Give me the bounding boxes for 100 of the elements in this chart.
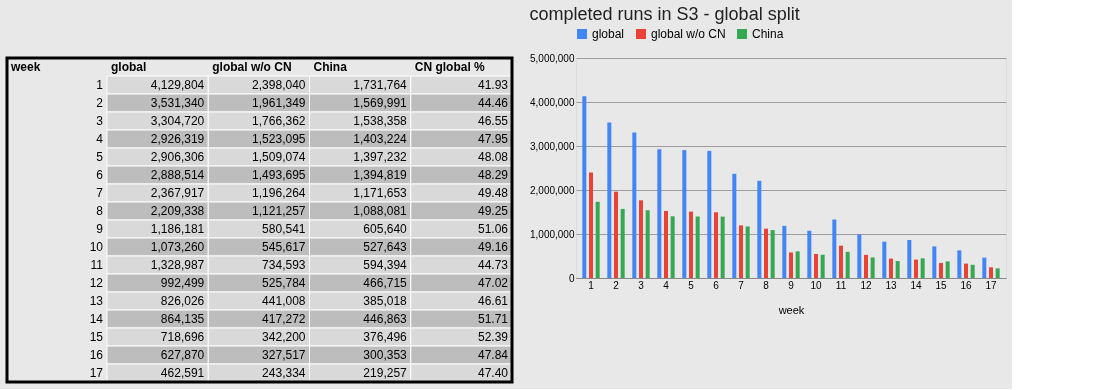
data-label: 46.55 <box>477 114 509 128</box>
bar <box>920 258 925 278</box>
x-tick-label: 11 <box>835 279 847 291</box>
y-tick-label: 5 <box>96 150 104 164</box>
data-label: 47.02 <box>477 276 509 290</box>
data-label: 1,397,232 <box>353 150 408 164</box>
y-tick-label: 1 <box>96 78 104 92</box>
x-tick-label: 15 <box>935 279 947 291</box>
bar <box>882 241 887 278</box>
data-label: 47.95 <box>477 132 509 146</box>
data-label: 41.93 <box>477 78 509 92</box>
x-tick-label: global w/o CN <box>212 60 292 74</box>
bar <box>607 122 612 278</box>
data-label: 545,617 <box>262 240 306 254</box>
data-label: 327,517 <box>262 348 306 362</box>
data-label: 1,328,987 <box>150 258 205 272</box>
bar <box>739 225 743 278</box>
bar <box>989 267 993 278</box>
bar <box>620 208 625 278</box>
data-label: 627,870 <box>160 348 205 362</box>
data-label: 2,906,306 <box>150 150 205 164</box>
data-label: 1,121,257 <box>252 204 306 218</box>
data-label: 580,541 <box>262 222 306 236</box>
bar <box>714 212 718 278</box>
bar <box>870 257 875 278</box>
y-tick-label: 4 <box>96 132 104 146</box>
data-label: 2,367,917 <box>150 186 205 200</box>
bar <box>664 210 668 278</box>
y-tick-label: 15 <box>89 330 104 344</box>
bar <box>589 172 593 278</box>
data-label: 48.08 <box>477 150 509 164</box>
bar <box>939 262 943 278</box>
bar <box>707 150 712 278</box>
y-tick-label: 10 <box>89 240 104 254</box>
bar <box>720 216 725 278</box>
y-tick-label: 4,000,000 <box>530 96 575 108</box>
bar <box>945 261 950 278</box>
bar <box>895 261 900 278</box>
bar <box>614 191 618 278</box>
y-tick-label: 3,000,000 <box>530 140 575 152</box>
data-label: 49.16 <box>477 240 509 254</box>
y-tick-label: 3 <box>96 114 104 128</box>
data-label: 1,493,695 <box>252 168 306 182</box>
data-label: 1,403,224 <box>353 132 408 146</box>
bar <box>657 149 662 278</box>
bar <box>639 200 643 278</box>
data-label: 446,863 <box>363 312 408 326</box>
legend-label: global <box>592 27 625 41</box>
x-tick-label: 16 <box>960 279 972 291</box>
data-label: 4,129,804 <box>150 78 205 92</box>
data-label: 1,523,095 <box>252 132 306 146</box>
y-tick-label: 16 <box>89 348 104 362</box>
data-label: 1,538,358 <box>353 114 408 128</box>
data-label: 243,334 <box>262 366 306 380</box>
bar <box>782 225 787 278</box>
x-tick-label: 14 <box>910 279 922 291</box>
data-label: 2,926,319 <box>150 132 205 146</box>
bar <box>689 211 693 278</box>
bar <box>864 254 868 278</box>
data-label: 1,394,819 <box>353 168 408 182</box>
bar <box>814 253 818 278</box>
bar <box>757 180 762 278</box>
y-tick-label: 1,000,000 <box>530 228 575 240</box>
data-label: 527,643 <box>363 240 408 254</box>
bar <box>982 257 987 278</box>
bar <box>670 216 675 278</box>
bar <box>632 132 637 278</box>
bar <box>957 250 962 278</box>
data-label: 219,257 <box>363 366 408 380</box>
bar <box>695 216 700 278</box>
x-tick-label: 5 <box>688 279 695 291</box>
bar <box>839 245 843 278</box>
data-label: 3,531,340 <box>150 96 205 110</box>
x-tick-label: 6 <box>713 279 720 291</box>
data-label: 1,509,074 <box>252 150 306 164</box>
bar <box>807 230 812 278</box>
data-label: 300,353 <box>363 348 408 362</box>
x-tick-label: 4 <box>663 279 670 291</box>
data-label: 1,073,260 <box>150 240 205 254</box>
bar <box>845 251 850 278</box>
x-tick-label: 7 <box>738 279 745 291</box>
data-label: 48.29 <box>477 168 509 182</box>
y-tick-label: 5,000,000 <box>530 52 575 64</box>
data-label: 44.73 <box>477 258 509 272</box>
x-tick-label: 8 <box>763 279 770 291</box>
bar <box>582 96 587 278</box>
data-label: 1,766,362 <box>252 114 306 128</box>
x-tick-label: 12 <box>860 279 872 291</box>
bar <box>732 173 737 278</box>
x-tick-label: 13 <box>885 279 897 291</box>
y-tick-label: 17 <box>89 366 104 380</box>
data-label: 49.25 <box>477 204 509 218</box>
bar <box>764 228 768 278</box>
data-label: 342,200 <box>262 330 306 344</box>
bar <box>795 251 800 278</box>
y-tick-label: 2,000,000 <box>530 184 575 196</box>
y-tick-label: 11 <box>90 258 104 272</box>
data-label: 46.61 <box>477 294 509 308</box>
y-tick-label: 14 <box>89 312 104 326</box>
data-label: 47.84 <box>477 348 509 362</box>
